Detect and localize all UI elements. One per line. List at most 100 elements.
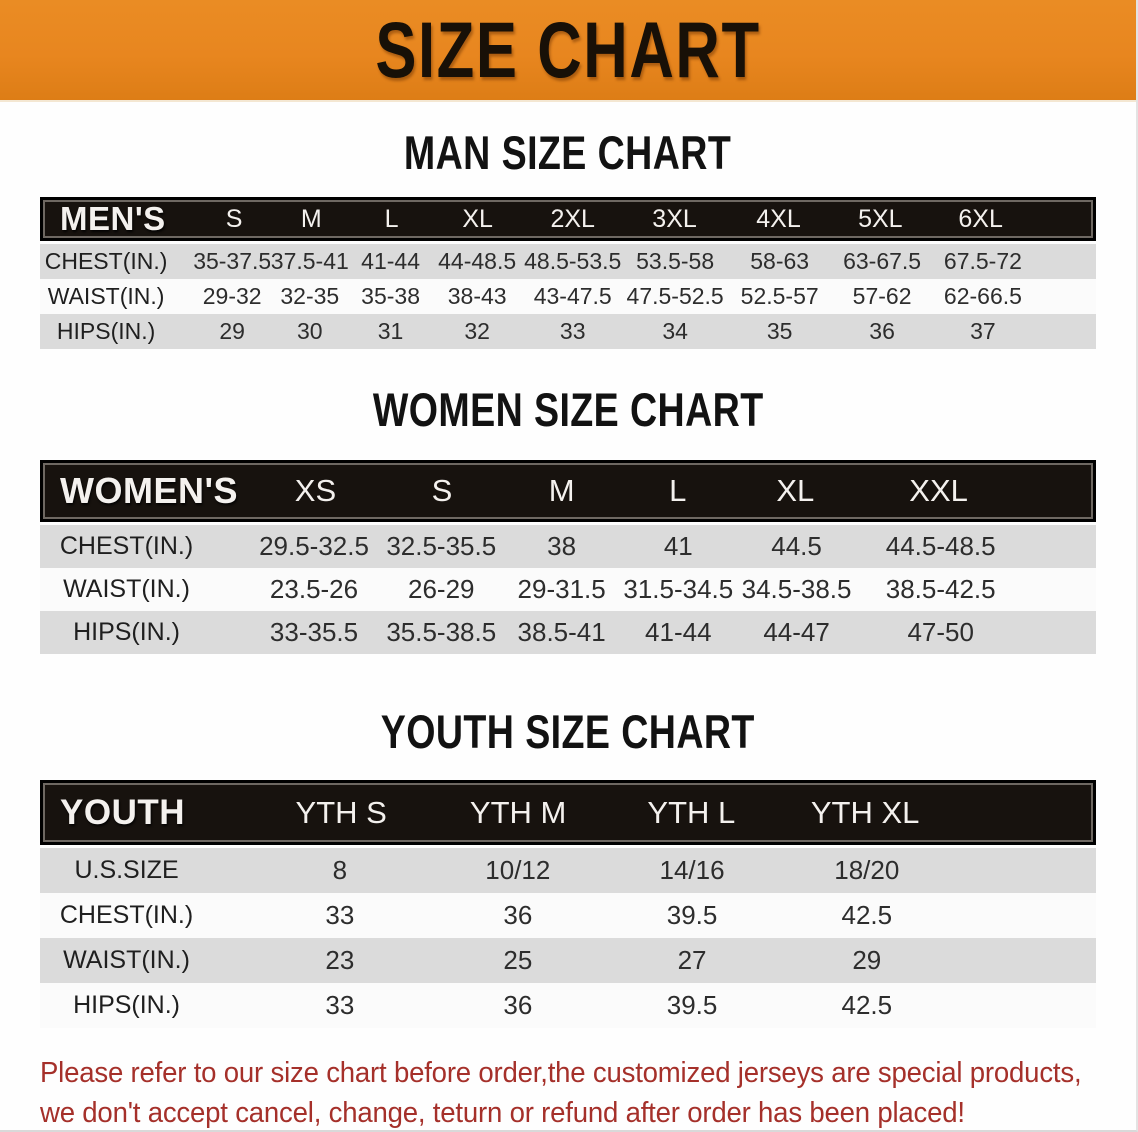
value-cell: 29	[852, 945, 882, 975]
value-cell: 35	[766, 318, 793, 344]
measure-label-cell: WAIST(IN.)	[47, 283, 165, 309]
table-row: CHEST(IN.) 29.5-32.5 32.5-35.5 38 41 44.5 44.5…	[40, 525, 1096, 568]
value-cell: 38.5-41	[517, 617, 606, 647]
value-cell: 38.5-42.5	[885, 574, 996, 604]
filler-cell	[954, 983, 1096, 1028]
size-header-cell: YTH L	[647, 794, 736, 830]
value-cell: 25	[503, 945, 533, 975]
filler-cell	[1025, 611, 1096, 654]
size-header-cell: XXL	[909, 473, 968, 508]
value-cell: 37	[970, 318, 996, 344]
banner-title: SIZE CHART	[375, 5, 761, 94]
measure-label-cell: HIPS(IN.)	[73, 618, 181, 646]
size-header-cell: 6XL	[958, 204, 1003, 233]
filler-cell	[954, 893, 1096, 938]
filler-cell	[954, 848, 1096, 893]
value-cell: 47-50	[907, 617, 974, 647]
measure-label-cell: WAIST(IN.)	[63, 946, 190, 974]
value-cell: 8	[332, 855, 348, 885]
filler-cell	[954, 938, 1096, 983]
women-size-table: WOMEN'S XS S M L XL XXL CHEST(IN.) 29.5-32.5 32.5…	[40, 460, 1096, 654]
women-section-heading: WOMEN SIZE CHART	[0, 349, 1136, 460]
youth-heading-text: YOUTH SIZE CHART	[380, 705, 756, 758]
youth-size-section: YOUTH SIZE CHART YOUTH YTH S YTH M YTH L YTH…	[0, 654, 1136, 1028]
value-cell: 33	[325, 900, 355, 930]
value-cell: 30	[297, 318, 323, 344]
value-cell: 67.5-72	[943, 248, 1022, 274]
value-cell: 41	[663, 531, 693, 561]
value-cell: 42.5	[841, 990, 893, 1020]
table-row: WAIST(IN.) 29-32 32-35 35-38 38-43 43-47.5 47.…	[40, 279, 1096, 314]
men-section-heading: MAN SIZE CHART	[0, 102, 1136, 197]
value-cell: 39.5	[666, 900, 718, 930]
value-cell: 32	[464, 318, 490, 344]
table-row: CHEST(IN.) 33 36 39.5 42.5	[40, 893, 1096, 938]
value-cell: 44.5-48.5	[885, 531, 996, 561]
measure-label-cell: HIPS(IN.)	[73, 991, 181, 1019]
measure-label-cell: HIPS(IN.)	[56, 318, 156, 344]
youth-section-heading: YOUTH SIZE CHART	[0, 654, 1136, 780]
size-header-cell: 2XL	[550, 204, 595, 233]
value-cell: 36	[503, 900, 533, 930]
value-cell: 23.5-26	[269, 574, 359, 604]
value-cell: 32-35	[280, 283, 340, 309]
size-header-cell: M	[548, 473, 575, 508]
banner: SIZE CHART	[0, 0, 1136, 102]
value-cell: 41-44	[645, 617, 712, 647]
disclaimer-line-2: we don't accept cancel, change, teturn o…	[40, 1097, 965, 1129]
size-header-cell: M	[300, 204, 322, 233]
size-header-cell: S	[225, 204, 243, 233]
men-size-table: MEN'S S M L XL 2XL 3XL 4XL 5XL 6XL CHEST(IN.) 35-37…	[40, 197, 1096, 349]
value-cell: 23	[325, 945, 355, 975]
size-header-cell: XS	[294, 473, 337, 508]
value-cell: 31	[377, 318, 404, 344]
value-cell: 44-48.5	[438, 248, 517, 274]
filler-cell	[1023, 463, 1093, 519]
filler-cell	[1034, 314, 1096, 349]
value-cell: 36	[869, 318, 895, 344]
value-cell: 18/20	[834, 855, 900, 885]
women-size-section: WOMEN SIZE CHART WOMEN'S XS S M L XL XXL CHEST(…	[0, 349, 1136, 654]
value-cell: 57-62	[852, 283, 912, 309]
table-row: CHEST(IN.) 35-37.5 37.5-41 41-44 44-48.5 48.5…	[40, 244, 1096, 279]
filler-cell	[1025, 568, 1096, 611]
size-header-cell: S	[431, 473, 453, 508]
youth-size-table: YOUTH YTH S YTH M YTH L YTH XL U.S.SIZE 8 10/12…	[40, 780, 1096, 1028]
size-header-cell: YTH M	[469, 794, 567, 830]
value-cell: 29	[219, 318, 245, 344]
filler-cell	[1034, 279, 1096, 314]
value-cell: 41-44	[361, 248, 420, 274]
value-cell: 44-47	[763, 617, 830, 647]
value-cell: 48.5-53.5	[524, 248, 622, 274]
table-row: HIPS(IN.) 29 30 31 32 33 34 35 36 37	[40, 314, 1096, 349]
filler-cell	[1025, 525, 1096, 568]
size-header-cell: 4XL	[756, 204, 801, 233]
table-header-row: WOMEN'S XS S M L XL XXL	[40, 460, 1096, 522]
value-cell: 34	[662, 318, 688, 344]
measure-label-cell: U.S.SIZE	[74, 856, 179, 884]
size-header-cell: YTH S	[295, 794, 387, 830]
measure-label-cell: CHEST(IN.)	[44, 248, 168, 274]
table-row: WAIST(IN.) 23 25 27 29	[40, 938, 1096, 983]
size-header-cell: 5XL	[858, 204, 903, 233]
value-cell: 47.5-52.5	[626, 283, 724, 309]
value-cell: 10/12	[485, 855, 551, 885]
value-cell: 43-47.5	[533, 283, 612, 309]
value-cell: 39.5	[666, 990, 718, 1020]
table-row: WAIST(IN.) 23.5-26 26-29 29-31.5 31.5-34.5 34…	[40, 568, 1096, 611]
value-cell: 53.5-58	[636, 248, 715, 274]
table-title-cell: WOMEN'S	[60, 470, 239, 511]
value-cell: 52.5-57	[740, 283, 819, 309]
value-cell: 63-67.5	[843, 248, 922, 274]
size-header-cell: XL	[776, 473, 815, 508]
disclaimer-line-1: Please refer to our size chart before or…	[40, 1057, 1082, 1089]
value-cell: 29-32	[202, 283, 262, 309]
value-cell: 42.5	[841, 900, 893, 930]
size-header-cell: XL	[462, 204, 493, 233]
value-cell: 14/16	[659, 855, 725, 885]
value-cell: 36	[503, 990, 533, 1020]
value-cell: 58-63	[750, 248, 810, 274]
size-header-cell: 3XL	[652, 204, 697, 233]
value-cell: 29-31.5	[517, 574, 606, 604]
